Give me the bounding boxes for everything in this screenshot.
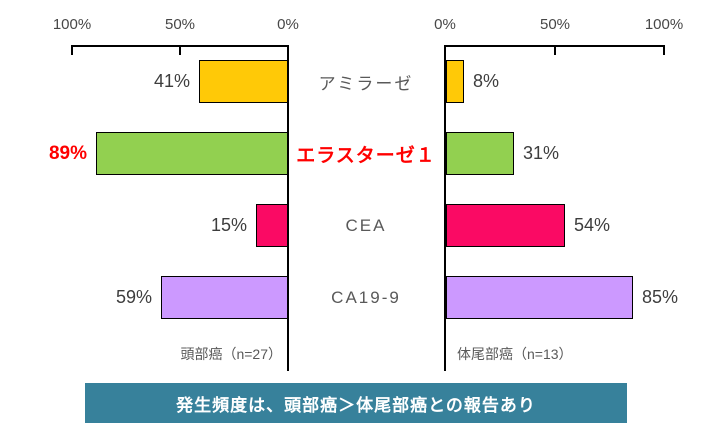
left-bar-value-2: 15% <box>210 215 247 235</box>
right-bar-value-1: 31% <box>523 143 560 163</box>
right-axis-tick-label: 50% <box>539 16 571 33</box>
category-label-3: CA19-9 <box>331 287 401 307</box>
right-bar-0 <box>446 60 464 103</box>
right-axis-tick-mark <box>663 45 665 55</box>
right-bar-value-2: 54% <box>574 215 611 235</box>
left-bar-value-1: 89% <box>48 142 87 164</box>
left-bar-value-3: 59% <box>115 287 152 307</box>
right-bar-2 <box>446 204 565 247</box>
right-panel-caption: 体尾部癌（n=13） <box>457 346 573 362</box>
right-axis-tick-label: 100% <box>644 16 684 33</box>
left-axis-tick-label: 50% <box>164 16 196 33</box>
category-label-0: アミラーゼ <box>318 74 414 93</box>
right-axis-tick-mark <box>444 45 446 55</box>
right-baseline <box>444 45 446 371</box>
left-bar-2 <box>256 204 288 247</box>
right-bar-value-0: 8% <box>473 71 500 91</box>
left-bar-1 <box>96 132 288 175</box>
left-axis-tick-mark <box>179 45 181 55</box>
right-bar-1 <box>446 132 514 175</box>
left-bar-3 <box>161 276 288 319</box>
left-baseline <box>287 45 289 371</box>
left-axis-tick-mark <box>287 45 289 55</box>
left-bar-value-0: 41% <box>153 71 190 91</box>
summary-banner: 発生頻度は、頭部癌＞体尾部癌との報告あり <box>85 383 627 423</box>
left-axis-tick-label: 100% <box>52 16 92 33</box>
category-label-1: エラスターゼ１ <box>296 145 436 166</box>
left-panel-caption: 頭部癌（n=27） <box>180 346 282 362</box>
category-label-2: CEA <box>345 215 387 235</box>
summary-banner-text: 発生頻度は、頭部癌＞体尾部癌との報告あり <box>176 395 536 415</box>
right-bar-value-3: 85% <box>642 287 679 307</box>
left-axis-tick-label: 0% <box>277 16 299 33</box>
right-bar-3 <box>446 276 633 319</box>
right-axis-tick-mark <box>554 45 556 55</box>
right-axis-tick-label: 0% <box>434 16 456 33</box>
left-axis-tick-mark <box>71 45 73 55</box>
left-bar-0 <box>199 60 288 103</box>
